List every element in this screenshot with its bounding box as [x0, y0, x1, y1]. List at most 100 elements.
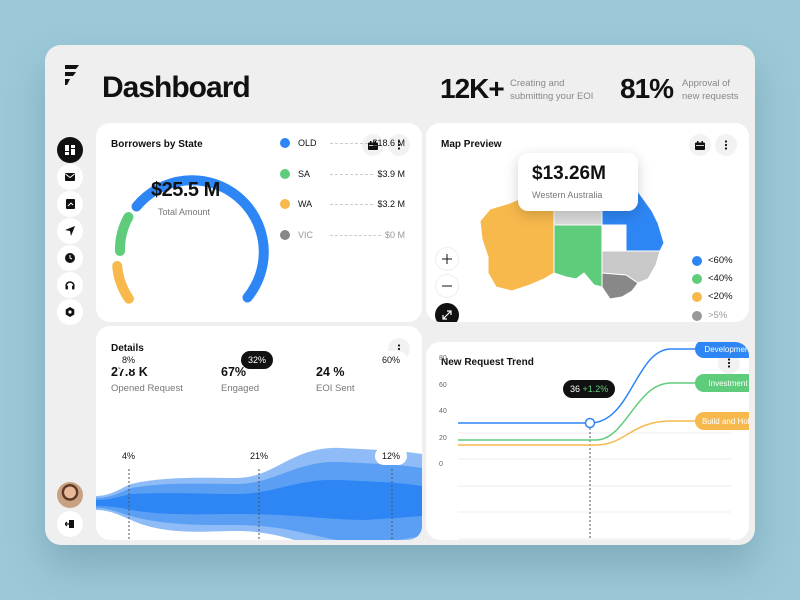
map-legend-item: <40% [692, 273, 733, 284]
funnel-top-pill: 60% [375, 351, 408, 369]
legend-dot [280, 138, 290, 148]
calendar-icon [695, 140, 705, 150]
map-legend-item: <20% [692, 291, 733, 302]
y-tick: 60 [439, 382, 447, 389]
metric-value: 24 % [316, 365, 345, 379]
sidebar-item-support[interactable] [57, 272, 83, 298]
page-title: Dashboard [102, 71, 251, 104]
map-legend-item: >5% [692, 310, 727, 321]
calendar-icon [368, 140, 378, 150]
series-line-build [458, 420, 696, 446]
series-label-build-and-hold: Build and Hold [695, 412, 749, 430]
map-tooltip-value: $13.26M [532, 163, 606, 184]
card-title: Borrowers by State [111, 139, 203, 150]
card-title: Details [111, 343, 144, 354]
legend-dot [692, 291, 702, 302]
dashboard-icon [65, 145, 75, 155]
details-card: Details 27.8 K Opened Request 67% Engage… [96, 326, 422, 540]
map-region-sa [553, 224, 603, 288]
funnel-bottom-pill: 4% [115, 447, 143, 465]
calendar-button[interactable] [689, 134, 711, 156]
map-legend-item: <60% [692, 255, 733, 266]
zoom-out-button[interactable] [435, 274, 459, 298]
borrowers-card: Borrowers by State $25.5 M Total Amount … [96, 123, 422, 322]
legend-dot [280, 230, 290, 240]
series-line-development [458, 348, 696, 424]
clock-icon [65, 253, 75, 263]
funnel-bottom-pill: 21% [243, 447, 276, 465]
map-tooltip: $13.26M Western Australia [518, 153, 638, 211]
metric-value: 67% [221, 365, 247, 379]
y-tick: 40 [439, 408, 447, 415]
legend-dot [280, 199, 290, 209]
more-vertical-icon [727, 358, 731, 368]
metric-label: Opened Request [111, 383, 183, 394]
mail-icon [65, 173, 75, 181]
app-window: Dashboard 12K+ Creating and submitting yo… [45, 45, 755, 545]
headset-icon [65, 281, 75, 290]
legend-item: SA $3.9 M [280, 168, 405, 180]
brand-logo [65, 65, 79, 85]
more-vertical-icon [724, 140, 728, 150]
more-vertical-icon [397, 140, 401, 150]
legend-dot [692, 310, 702, 321]
funnel-top-pill: 8% [115, 351, 143, 369]
gauge-arc-wa [112, 261, 134, 304]
trend-cursor-point[interactable] [584, 417, 596, 429]
funnel-layer-inner [96, 479, 422, 520]
stat-eoi-value: 12K+ [440, 73, 505, 104]
expand-icon [442, 310, 452, 320]
sidebar-item-mail[interactable] [57, 164, 83, 190]
y-tick: 80 [439, 355, 447, 362]
legend-dot [692, 255, 702, 266]
map-tooltip-label: Western Australia [532, 190, 603, 200]
more-options-button[interactable] [388, 134, 410, 156]
more-options-button[interactable] [715, 134, 737, 156]
map-card: Map Preview $13.26M Western Australia [426, 123, 749, 322]
card-title: Map Preview [441, 139, 502, 150]
trend-tooltip: 36 +1.2% [563, 380, 616, 398]
send-icon [65, 226, 75, 236]
plus-icon [442, 254, 452, 264]
sidebar-item-send[interactable] [57, 218, 83, 244]
total-amount-label: Total Amount [158, 207, 211, 217]
gauge-chart [112, 175, 269, 304]
legend-item: WA $3.2 M [280, 198, 405, 210]
series-line-investment [458, 382, 696, 441]
funnel-bottom-pill: 12% [375, 447, 408, 465]
legend-dot [280, 169, 290, 179]
map-region-vic [601, 272, 639, 300]
zoom-in-button[interactable] [435, 247, 459, 271]
avatar[interactable] [57, 482, 83, 508]
metric-label: EOI Sent [316, 383, 355, 394]
gauge-arc-qld [131, 175, 269, 303]
sidebar-item-settings[interactable] [57, 299, 83, 325]
funnel-top-pill-active: 32% [241, 351, 274, 369]
sidebar-item-notes[interactable] [57, 191, 83, 217]
card-title: New Request Trend [441, 357, 534, 368]
total-amount: $25.5 M [151, 179, 220, 201]
stat-eoi-desc: Creating and submitting your EOI [510, 78, 594, 102]
trend-card: New Request Trend 100 80 60 40 20 0 36 +… [426, 342, 749, 540]
series-label-development: Development [695, 342, 749, 358]
notes-icon [65, 199, 75, 209]
sidebar-item-dashboard[interactable] [57, 137, 83, 163]
y-tick: 0 [439, 461, 443, 468]
calendar-button[interactable] [362, 134, 384, 156]
settings-icon [65, 307, 75, 317]
stat-approval-value: 81% [620, 73, 674, 104]
funnel-chart [96, 447, 422, 540]
trend-line-chart [458, 348, 731, 540]
series-label-investment: Investment [695, 374, 749, 392]
logout-button[interactable] [57, 511, 83, 537]
fullscreen-button[interactable] [435, 303, 459, 322]
logout-icon [65, 520, 74, 528]
legend-item: OLD $18.6 M [280, 137, 405, 149]
y-tick: 20 [439, 435, 447, 442]
minus-icon [442, 285, 452, 287]
stat-approval-desc: Approval of new requests [682, 78, 739, 102]
legend-item: VIC $0 M [280, 229, 405, 241]
gauge-arc-sa [115, 212, 134, 256]
legend-dot [692, 273, 702, 284]
sidebar-item-history[interactable] [57, 245, 83, 271]
